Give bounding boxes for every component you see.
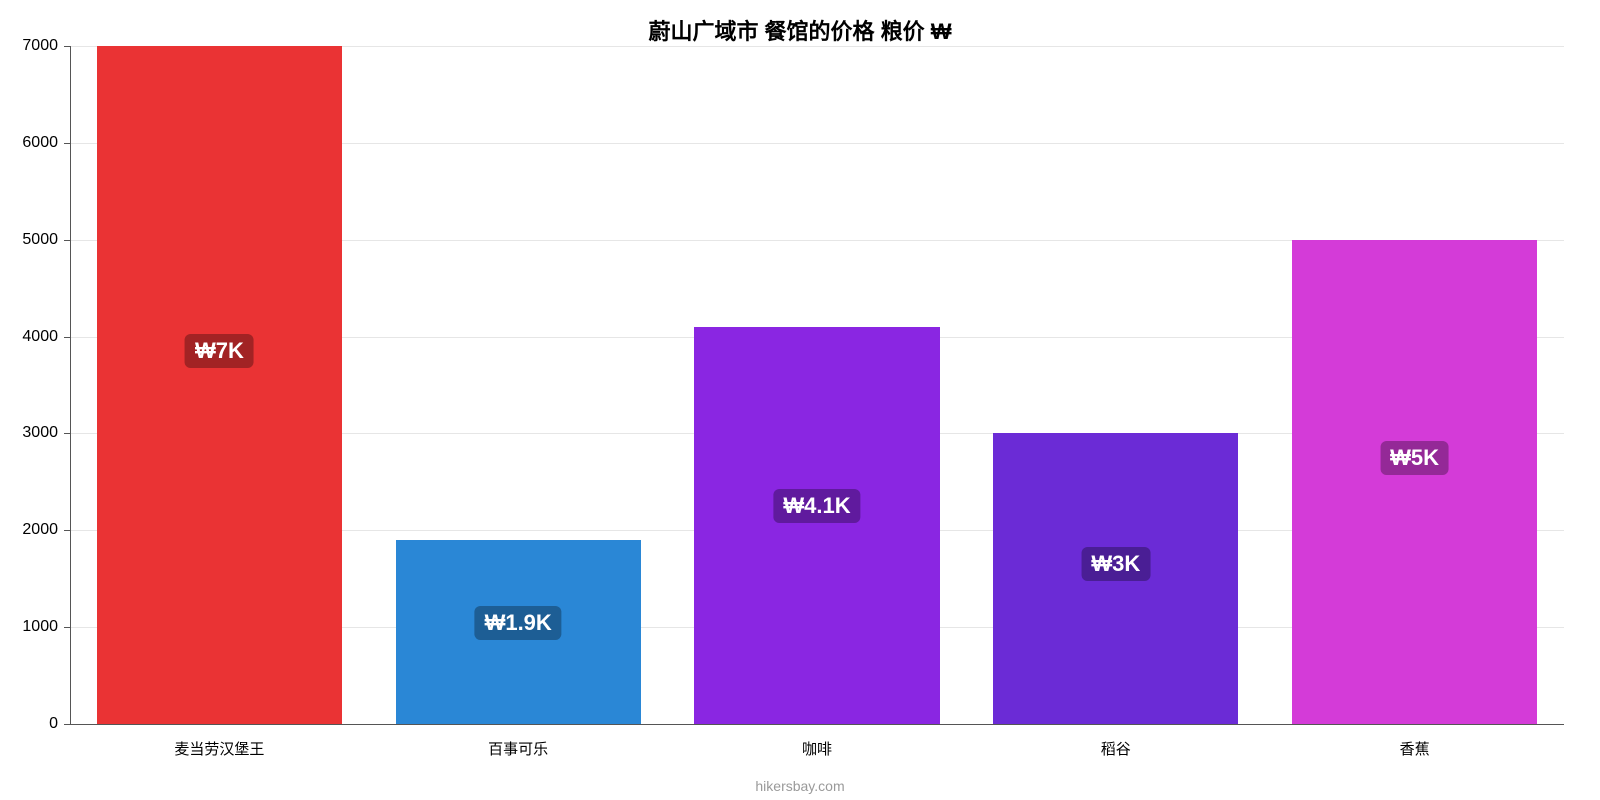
bar-value-badge: ₩1.9K — [475, 606, 562, 640]
bar — [1292, 240, 1537, 724]
x-tick-label: 麦当劳汉堡王 — [174, 738, 264, 759]
y-tick-label: 0 — [0, 715, 58, 733]
y-tick-label: 1000 — [0, 618, 58, 636]
price-bar-chart: 蔚山广域市 餐馆的价格 粮价 ₩ 01000200030004000500060… — [0, 0, 1600, 800]
x-tick-label: 咖啡 — [802, 738, 832, 759]
y-tick-label: 3000 — [0, 424, 58, 442]
bar-value-badge: ₩3K — [1081, 547, 1150, 581]
y-tick-label: 5000 — [0, 231, 58, 249]
y-axis-line — [70, 46, 71, 724]
bar — [97, 46, 342, 724]
x-axis-line — [70, 724, 1564, 725]
bar — [694, 327, 939, 724]
y-tick-label: 2000 — [0, 521, 58, 539]
bar-value-badge: ₩4.1K — [773, 489, 860, 523]
bar-value-badge: ₩5K — [1380, 441, 1449, 475]
chart-title: 蔚山广域市 餐馆的价格 粮价 ₩ — [0, 14, 1600, 46]
bar-value-badge: ₩7K — [185, 334, 254, 368]
chart-credit: hikersbay.com — [0, 778, 1600, 794]
y-tick-label: 4000 — [0, 328, 58, 346]
y-tick-label: 6000 — [0, 134, 58, 152]
x-tick-label: 稻谷 — [1101, 738, 1131, 759]
x-tick-label: 百事可乐 — [488, 738, 548, 759]
plot-area: 01000200030004000500060007000₩7K麦当劳汉堡王₩1… — [70, 46, 1564, 724]
y-tick-label: 7000 — [0, 37, 58, 55]
x-tick-label: 香蕉 — [1400, 738, 1430, 759]
